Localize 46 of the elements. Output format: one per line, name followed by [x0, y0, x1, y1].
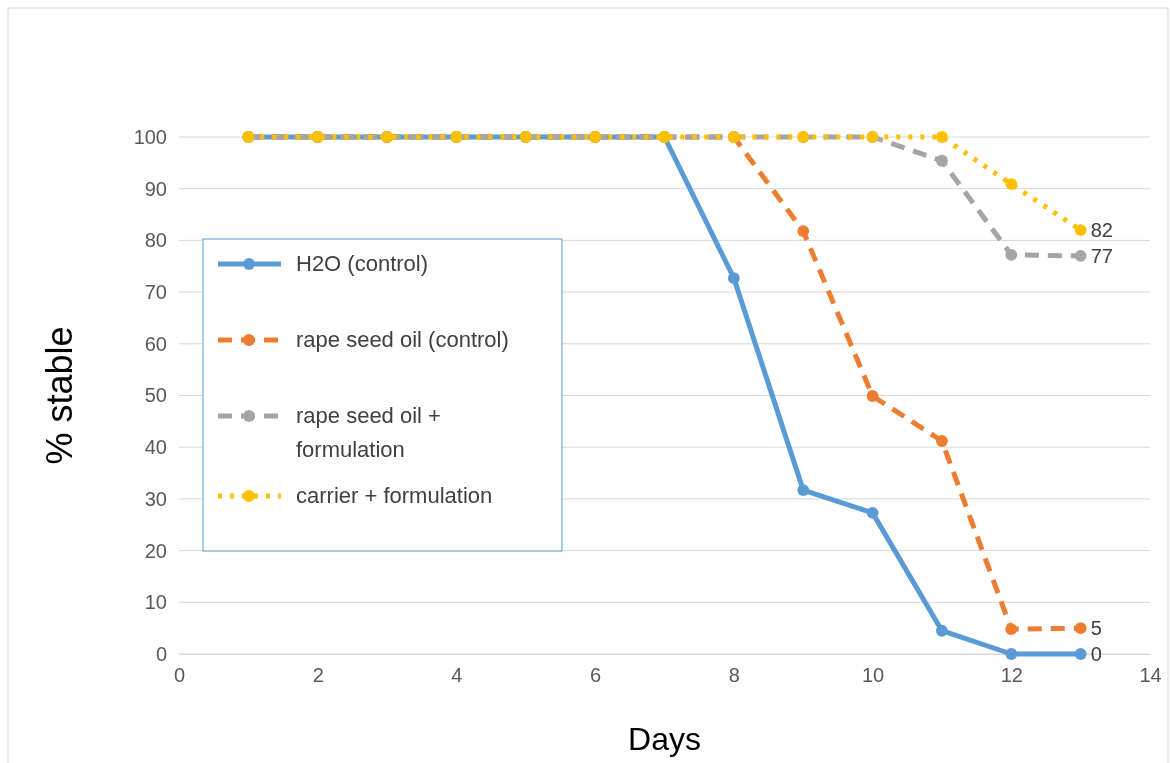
point	[1005, 248, 1018, 261]
point	[1074, 224, 1087, 236]
data-label: 0	[1090, 643, 1102, 665]
y-tick-label: 30	[144, 487, 167, 510]
point	[797, 484, 810, 497]
y-tick-label: 50	[144, 384, 167, 407]
point	[936, 435, 948, 447]
point	[1074, 250, 1087, 262]
point	[936, 154, 948, 167]
y-tick-label: 70	[144, 281, 167, 303]
point	[1074, 622, 1087, 635]
x-tick-label: 0	[173, 664, 186, 687]
x-tick-label: 12	[1000, 664, 1023, 687]
point	[727, 272, 740, 285]
legend-label: rape seed oil + formulation	[296, 403, 441, 462]
point	[866, 506, 879, 519]
y-axis-title: % stable	[39, 326, 80, 465]
y-tick-label: 90	[144, 177, 167, 200]
x-tick-label: 2	[312, 664, 324, 687]
data-label: 82	[1090, 219, 1113, 242]
x-tick-label: 6	[590, 664, 602, 687]
legend-label: rape seed oil (control)	[296, 327, 509, 352]
y-tick-label: 20	[144, 539, 167, 562]
point	[797, 225, 810, 237]
x-axis-title: Days	[628, 721, 701, 757]
point	[1074, 648, 1087, 660]
y-tick-label: 100	[133, 125, 167, 148]
point	[936, 624, 948, 637]
data-label: 77	[1090, 244, 1113, 267]
legend-label: H2O (control)	[296, 251, 429, 276]
y-tick-label: 60	[144, 332, 167, 355]
y-tick-label: 10	[144, 591, 167, 614]
x-tick-label: 10	[861, 664, 885, 687]
data-label: 5	[1090, 617, 1102, 640]
x-tick-label: 4	[451, 664, 463, 687]
point	[1005, 623, 1018, 636]
legend-label: carrier + formulation	[296, 483, 493, 508]
point	[1005, 178, 1018, 190]
x-tick-label: 8	[728, 664, 740, 687]
x-tick-label: 14	[1139, 664, 1162, 687]
point	[1005, 648, 1018, 660]
y-tick-label: 40	[144, 436, 167, 459]
point	[866, 390, 879, 402]
y-tick-label: 80	[144, 229, 167, 252]
point	[936, 131, 948, 143]
y-tick-label: 0	[155, 642, 167, 665]
